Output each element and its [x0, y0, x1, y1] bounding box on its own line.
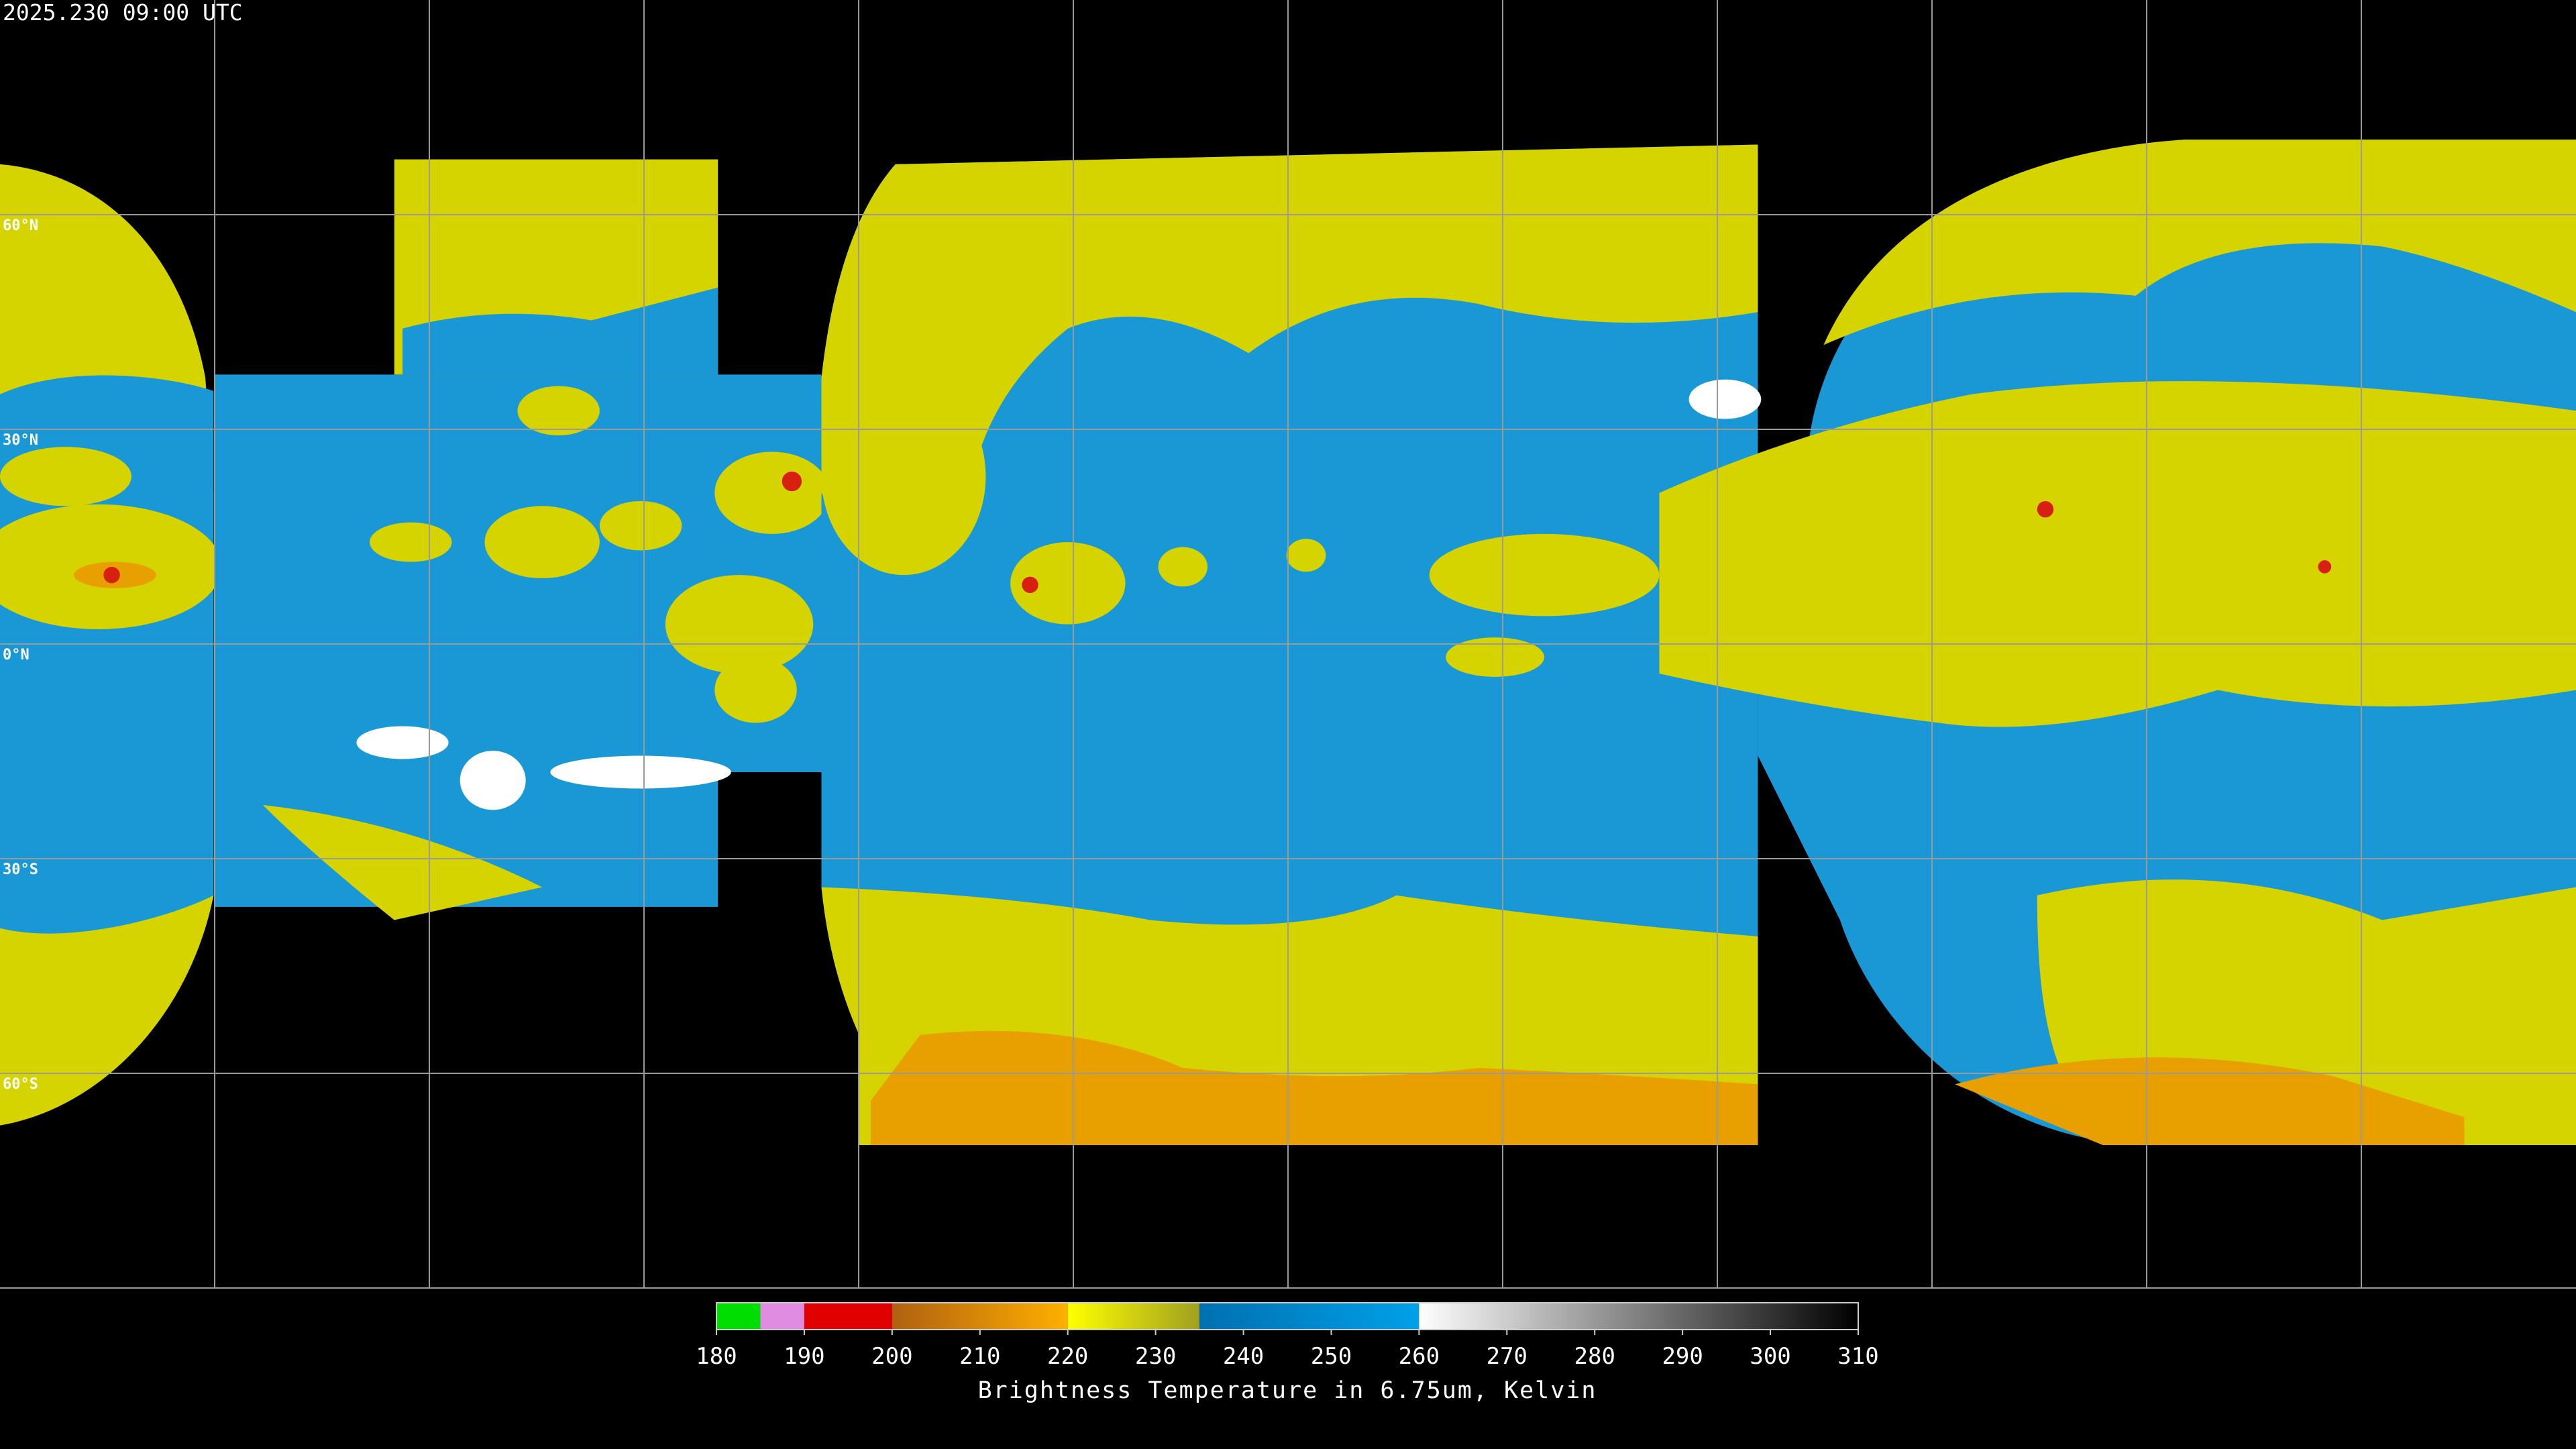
cloud-region	[1429, 533, 1660, 616]
cloud-region	[103, 566, 120, 584]
cloud-region	[1022, 576, 1038, 594]
colorbar: 180 190 200 210 220 230 240 250 260 270 280 290 300 3…	[696, 1302, 1879, 1370]
cloud-region	[370, 522, 452, 562]
lat-label: 30°N	[3, 432, 38, 449]
colorbar-tick-label: 190	[784, 1343, 824, 1370]
cloud-region	[460, 751, 526, 810]
cloud-region	[262, 805, 543, 920]
colorbar-tick-label: 310	[1837, 1343, 1878, 1370]
cloud-region	[517, 386, 600, 435]
cloud-region	[782, 471, 802, 492]
colorbar-tick-label: 280	[1574, 1343, 1615, 1370]
cloud-region	[821, 378, 986, 576]
colorbar-segment	[716, 1303, 761, 1330]
cloud-region	[1659, 381, 2576, 727]
lat-label: 30°S	[3, 861, 38, 878]
cloud-region	[870, 1030, 1758, 1145]
cloud-region	[356, 726, 449, 759]
colorbar-label: Brightness Temperature in 6.75um, Kelvin	[978, 1377, 1597, 1404]
lat-label: 60°N	[3, 217, 38, 234]
cloud-region	[484, 506, 600, 579]
cloud-region	[1446, 637, 1545, 677]
colorbar-tick-label: 300	[1750, 1343, 1790, 1370]
cloud-region	[665, 575, 814, 674]
lat-label: 60°S	[3, 1076, 38, 1093]
cloud-region	[599, 500, 682, 551]
cloud-region	[2037, 500, 2054, 518]
colorbar-segment	[892, 1303, 1068, 1330]
lat-label: 0°N	[3, 647, 30, 663]
colorbar-tick-label: 290	[1662, 1343, 1703, 1370]
colorbar-segment	[804, 1303, 892, 1330]
cloud-region	[0, 447, 131, 506]
cloud-region	[714, 657, 797, 723]
cloud-region	[714, 451, 830, 534]
colorbar-frame	[716, 1302, 1859, 1330]
cloud-region	[1158, 547, 1208, 587]
cloud-region	[550, 755, 731, 789]
colorbar-tick-label: 230	[1135, 1343, 1176, 1370]
cloud-region	[821, 144, 1758, 543]
colorbar-tick-label: 200	[871, 1343, 912, 1370]
colorbar-tick-label: 210	[959, 1343, 1000, 1370]
graticule	[0, 0, 2576, 1289]
colorbar-tick-label: 260	[1399, 1343, 1440, 1370]
cloud-region	[1688, 379, 1762, 419]
imagery	[0, 140, 2576, 1145]
cloud-region	[1286, 539, 1326, 572]
cloud-region	[1823, 140, 2576, 345]
cloud-region	[1010, 542, 1126, 625]
colorbar-tick-label: 220	[1047, 1343, 1088, 1370]
cloud-region	[821, 144, 1758, 1145]
colorbar-segment	[760, 1303, 804, 1330]
colorbar-segment	[1067, 1303, 1200, 1330]
timestamp: 2025.230 09:00 UTC	[3, 0, 243, 25]
cloud-region	[402, 287, 718, 375]
colorbar-tick-label: 180	[696, 1343, 737, 1370]
cloud-region	[2318, 560, 2332, 574]
colorbar-tick-label: 270	[1487, 1343, 1527, 1370]
colorbar-segment	[1419, 1303, 1858, 1330]
colorbar-tick-label: 250	[1311, 1343, 1352, 1370]
lat-labels: 60°N 30°N 0°N 30°S 60°S	[3, 217, 38, 1093]
cloud-region	[1955, 1057, 2465, 1145]
colorbar-tick-label: 240	[1223, 1343, 1264, 1370]
colorbar-segment	[1199, 1303, 1419, 1330]
